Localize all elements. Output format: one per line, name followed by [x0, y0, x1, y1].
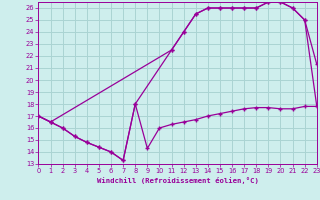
X-axis label: Windchill (Refroidissement éolien,°C): Windchill (Refroidissement éolien,°C)	[97, 177, 259, 184]
